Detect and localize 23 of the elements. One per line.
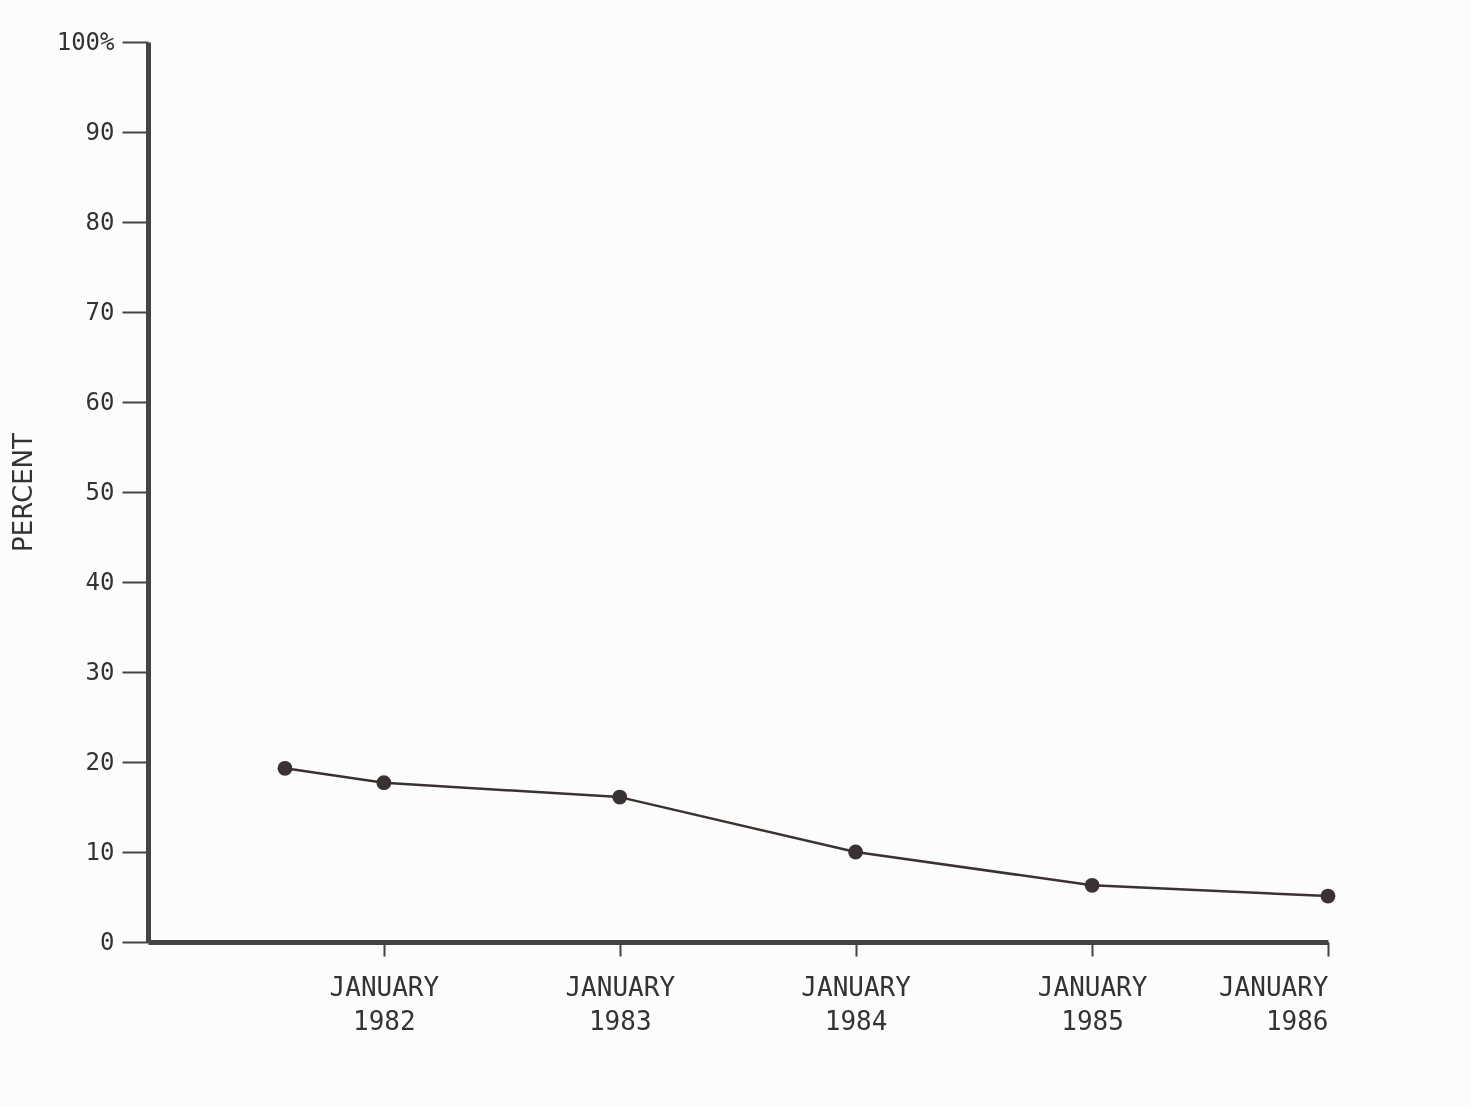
y-tick-label: 70 — [85, 297, 115, 326]
y-tick-label: 20 — [85, 747, 115, 776]
point — [277, 760, 293, 776]
x-tick-label: JANUARY 1986 — [1218, 971, 1329, 1036]
point — [1320, 888, 1336, 904]
point — [376, 775, 392, 791]
y-tick-label: 10 — [85, 837, 115, 866]
y-tick-label: 0 — [100, 927, 115, 956]
x-tick-label: JANUARY 1984 — [801, 971, 912, 1036]
y-tick-label: 80 — [85, 207, 115, 236]
point — [612, 789, 628, 805]
y-axis-title: PERCENT — [7, 432, 38, 552]
x-tick-label: JANUARY 1983 — [565, 971, 676, 1036]
x-tick-label: JANUARY 1982 — [329, 971, 440, 1036]
y-tick-label: 30 — [85, 657, 115, 686]
y-tick-label: 90 — [85, 117, 115, 146]
y-tick-label: 100% — [56, 27, 116, 56]
y-tick-label: 40 — [85, 567, 115, 596]
x-tick-label: JANUARY 1985 — [1037, 971, 1148, 1036]
y-tick-label: 50 — [85, 477, 115, 506]
point — [848, 844, 864, 860]
point — [1084, 877, 1100, 893]
y-tick-label: 60 — [85, 387, 115, 416]
